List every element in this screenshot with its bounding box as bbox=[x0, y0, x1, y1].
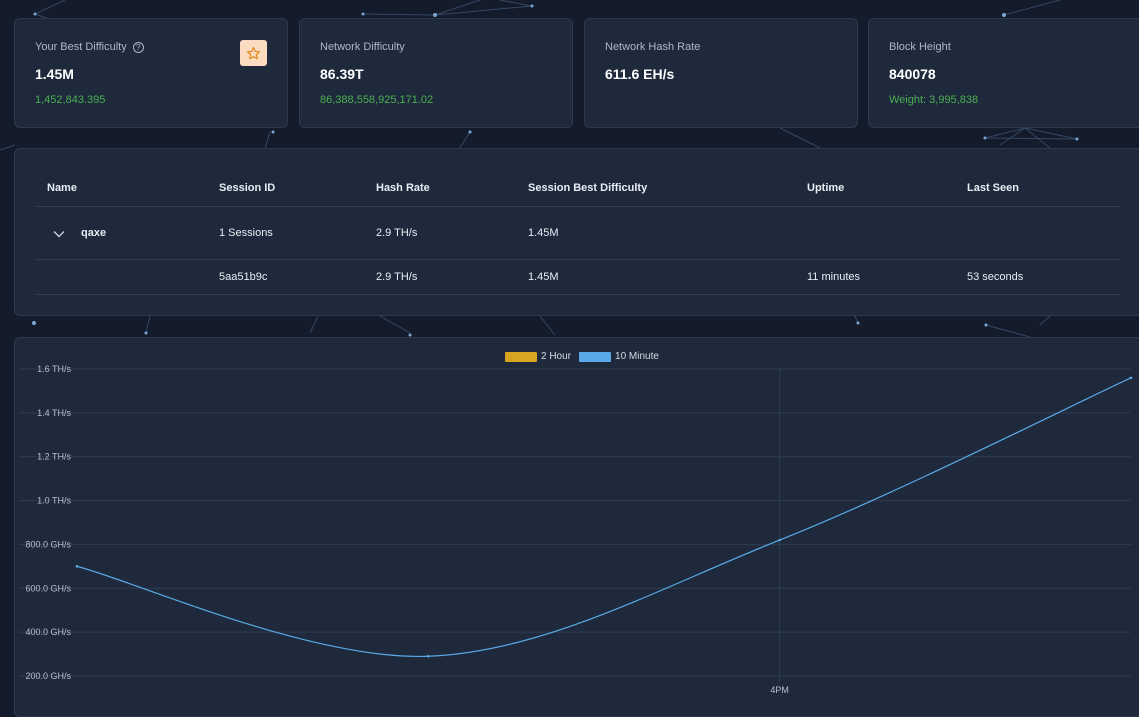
chevron-down-icon[interactable] bbox=[53, 229, 65, 239]
y-tick-label: 1.0 TH/s bbox=[37, 496, 71, 506]
hash-rate-cell: 2.9 TH/s bbox=[376, 227, 418, 239]
workers-table: Name Session ID Hash Rate Session Best D… bbox=[14, 148, 1139, 316]
worker-name: qaxe bbox=[81, 227, 107, 239]
stat-value: 840078 bbox=[889, 66, 936, 82]
y-tick-label: 800.0 GH/s bbox=[25, 539, 71, 549]
stat-card-block-height: Block Height 840078 Weight: 3,995,838 bbox=[868, 18, 1139, 128]
legend-swatch bbox=[505, 351, 537, 362]
column-header-name[interactable]: Name bbox=[47, 182, 77, 194]
legend-swatch bbox=[579, 351, 612, 362]
column-header-session-id[interactable]: Session ID bbox=[219, 182, 276, 194]
data-point bbox=[1129, 376, 1133, 380]
star-icon bbox=[246, 46, 261, 59]
y-tick-label: 200.0 GH/s bbox=[25, 671, 71, 681]
legend-label: 2 Hour bbox=[541, 351, 572, 362]
chart-plot: 200.0 GH/s 400.0 GH/s 600.0 GH/s 800.0 GH/s… bbox=[19, 364, 1133, 695]
help-icon[interactable]: ? bbox=[132, 42, 144, 53]
best-difficulty-cell: 1.45M bbox=[528, 227, 559, 239]
divider bbox=[36, 294, 1121, 295]
stat-label: Network Difficulty bbox=[320, 41, 405, 53]
x-tick-label: 4PM bbox=[770, 685, 789, 695]
star-button[interactable] bbox=[240, 40, 267, 66]
hash-rate-chart: 2 Hour 10 Minute 200.0 GH/s 400.0 GH/s 600… bbox=[14, 337, 1139, 717]
y-tick-label: 1.4 TH/s bbox=[37, 408, 71, 418]
best-difficulty-cell: 1.45M bbox=[528, 271, 559, 283]
legend-item-10-minute[interactable]: 10 Minute bbox=[579, 351, 659, 362]
series-line-10-minute bbox=[76, 377, 1132, 657]
y-tick-label: 1.6 TH/s bbox=[37, 364, 71, 374]
last-seen-cell: 53 seconds bbox=[967, 271, 1024, 283]
stat-value: 1.45M bbox=[35, 66, 74, 82]
divider bbox=[36, 259, 1121, 260]
y-tick-label: 600.0 GH/s bbox=[25, 583, 71, 593]
y-tick-label: 400.0 GH/s bbox=[25, 627, 71, 637]
stat-label: Network Hash Rate bbox=[605, 41, 701, 53]
stat-card-best-difficulty: Your Best Difficulty? 1.45M 1,452,843.39… bbox=[14, 18, 288, 128]
session-count: 1 Sessions bbox=[219, 227, 273, 239]
data-point bbox=[778, 538, 781, 542]
stat-card-network-difficulty: Network Difficulty 86.39T 86,388,558,925… bbox=[299, 18, 573, 128]
stat-value: 86.39T bbox=[320, 66, 364, 82]
data-point bbox=[427, 654, 430, 658]
stat-subvalue: Weight: 3,995,838 bbox=[889, 94, 979, 106]
column-header-uptime[interactable]: Uptime bbox=[807, 182, 845, 194]
stat-value: 611.6 EH/s bbox=[605, 66, 675, 82]
column-header-last-seen[interactable]: Last Seen bbox=[967, 182, 1019, 194]
data-point bbox=[75, 565, 79, 568]
stat-subvalue: 1,452,843.395 bbox=[35, 94, 106, 106]
stat-label: Your Best Difficulty? bbox=[35, 41, 144, 53]
legend-label: 10 Minute bbox=[615, 351, 659, 362]
hash-rate-cell: 2.9 TH/s bbox=[376, 271, 418, 283]
column-header-best-difficulty[interactable]: Session Best Difficulty bbox=[528, 182, 648, 194]
stat-subvalue: 86,388,558,925,171.02 bbox=[320, 94, 434, 106]
uptime-cell: 11 minutes bbox=[807, 271, 860, 283]
chart-legend: 2 Hour 10 Minute bbox=[505, 351, 667, 362]
stat-label: Block Height bbox=[889, 41, 951, 53]
session-id-cell: 5aa51b9c bbox=[219, 271, 268, 283]
column-header-hash-rate[interactable]: Hash Rate bbox=[376, 182, 430, 194]
y-tick-label: 1.2 TH/s bbox=[37, 452, 71, 462]
stat-card-network-hash-rate: Network Hash Rate 611.6 EH/s bbox=[584, 18, 858, 128]
divider bbox=[36, 206, 1121, 207]
stat-label-text: Your Best Difficulty bbox=[35, 41, 127, 53]
legend-item-2-hour[interactable]: 2 Hour bbox=[505, 351, 571, 362]
